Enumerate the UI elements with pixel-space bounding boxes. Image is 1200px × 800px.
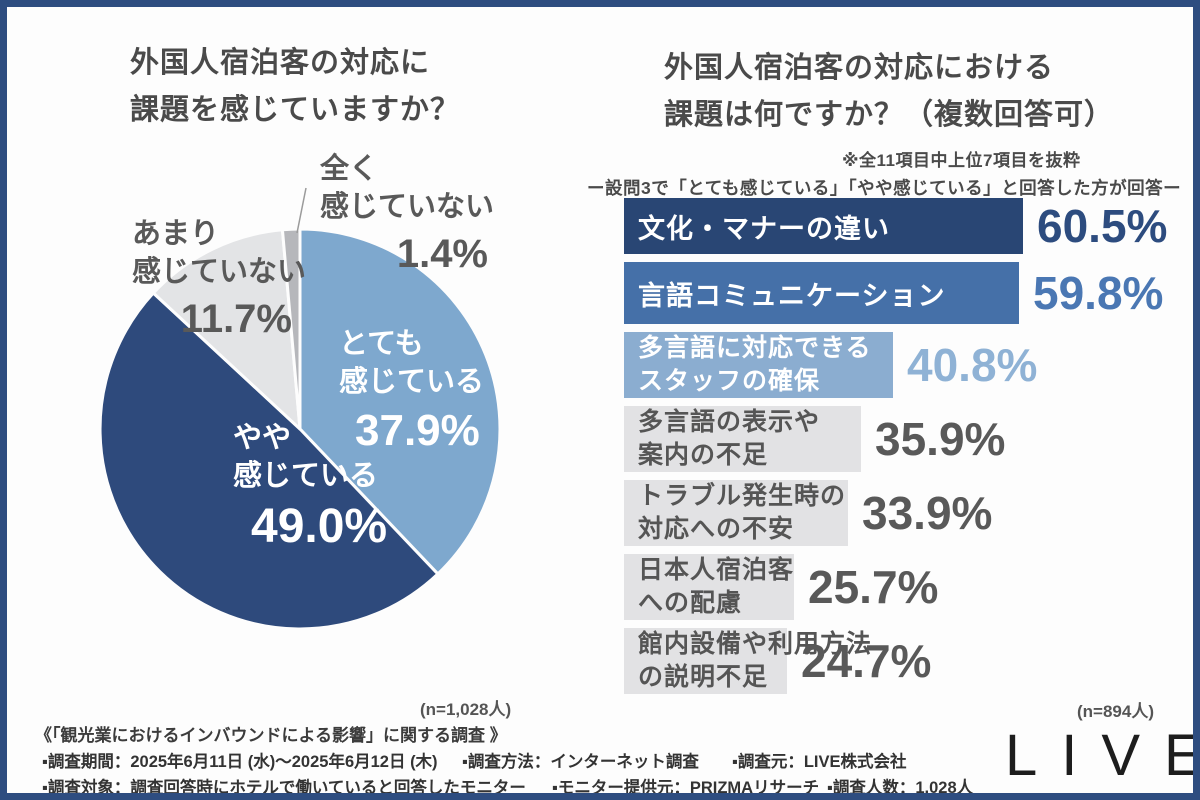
bar-chart-title: 外国人宿泊客の対応における 課題は何ですか？（複数回答可） [664, 45, 1114, 139]
pie-slice-0 [298, 227, 502, 576]
bar-chart-subnote: ※全11項目中上位7項目を抜粋 [842, 151, 1081, 170]
bar-value-6: 24.7% [801, 635, 932, 687]
bar-row-4: トラブル発生時の 対応への不安 33.9% [624, 480, 1167, 546]
pie-title-line2: 課題を感じていますか？ [130, 93, 461, 126]
bar-row-1: 言語コミュニケーション 59.8% [624, 262, 1167, 324]
pie-slice-2 [151, 228, 302, 431]
bar-sample-size: (n=894人) [1077, 702, 1154, 721]
pie-slice-1 [98, 291, 440, 631]
bar-row-0: 文化・マナーの違い 60.5% [624, 198, 1167, 254]
bar-label-2: 多言語に対応できる スタッフの確保 [638, 333, 872, 396]
bar-value-3: 35.9% [875, 413, 1006, 465]
bar-value-4: 33.9% [862, 487, 993, 539]
live-logo: LIVE [1005, 723, 1193, 788]
bar-title-line1: 外国人宿泊客の対応における [664, 52, 1055, 84]
pie-title-line1: 外国人宿泊客の対応に [130, 47, 431, 79]
bar-value-0: 60.5% [1037, 200, 1168, 252]
bar-value-2: 40.8% [907, 339, 1038, 391]
pie-leader-line [296, 187, 307, 234]
bar-fill-0: 文化・マナーの違い [624, 198, 1023, 254]
bar-fill-1: 言語コミュニケーション [624, 262, 1019, 324]
bar-chart-rows: 文化・マナーの違い 60.5% 言語コミュニケーション 59.8% 多言語に対応できるス… [624, 198, 1167, 694]
bar-row-6: 館内設備や利用方法 の説明不足 24.7% [624, 628, 1167, 694]
bar-fill-3: 多言語の表示や 案内の不足 [624, 406, 861, 472]
bar-row-5: 日本人宿泊客 への配慮 25.7% [624, 554, 1167, 620]
survey-target: ▪調査対象：調査回答時にホテルで働いていると回答したモニター [42, 779, 526, 797]
bar-row-2: 多言語に対応できる スタッフの確保 40.8% [624, 332, 1167, 398]
bar-value-1: 59.8% [1033, 267, 1164, 319]
bar-label-6: 館内設備や利用方法 の説明不足 [638, 629, 873, 692]
survey-source: ▪調査元：LIVE株式会社 [732, 753, 907, 771]
bar-fill-6: 館内設備や利用方法 の説明不足 [624, 628, 871, 694]
bar-fill-4: トラブル発生時の 対応への不安 [624, 480, 848, 546]
survey-monitor-provider: ▪モニター提供元：PRIZMAリサーチ [552, 779, 820, 797]
bar-label-0: 文化・マナーの違い [638, 213, 890, 244]
bar-label-1: 言語コミュニケーション [638, 280, 946, 311]
pie-chart [98, 187, 502, 631]
survey-title: 《「観光業におけるインバウンドによる影響」に関する調査 》 [35, 726, 507, 745]
bar-fill-2: 多言語に対応できる スタッフの確保 [624, 332, 893, 398]
pie-chart-title: 外国人宿泊客の対応に 課題を感じていますか？ [130, 40, 460, 134]
pie-sample-size: (n=1,028人) [420, 700, 512, 719]
pie-slice-3 [280, 227, 302, 431]
bar-fill-5: 日本人宿泊客 への配慮 [624, 554, 794, 620]
survey-respondents: ▪調査人数：1,028人 [827, 779, 974, 797]
survey-method: ▪調査方法：インターネット調査 [462, 753, 699, 771]
bar-label-5: 日本人宿泊客 への配慮 [638, 555, 795, 618]
bar-chart-filter-note: ー設問3で「とても感じている」「やや感じている」と回答した方が回答ー [587, 178, 1182, 198]
bar-value-5: 25.7% [808, 561, 939, 613]
bar-label-4: トラブル発生時の 対応への不安 [638, 481, 847, 544]
bar-row-3: 多言語の表示や 案内の不足 35.9% [624, 406, 1167, 472]
bar-label-3: 多言語の表示や 案内の不足 [638, 407, 821, 470]
bar-title-line2: 課題は何ですか？（複数回答可） [664, 98, 1115, 131]
survey-period: ▪調査期間：2025年6月11日 (水)〜2025年6月12日 (木) [42, 753, 438, 771]
